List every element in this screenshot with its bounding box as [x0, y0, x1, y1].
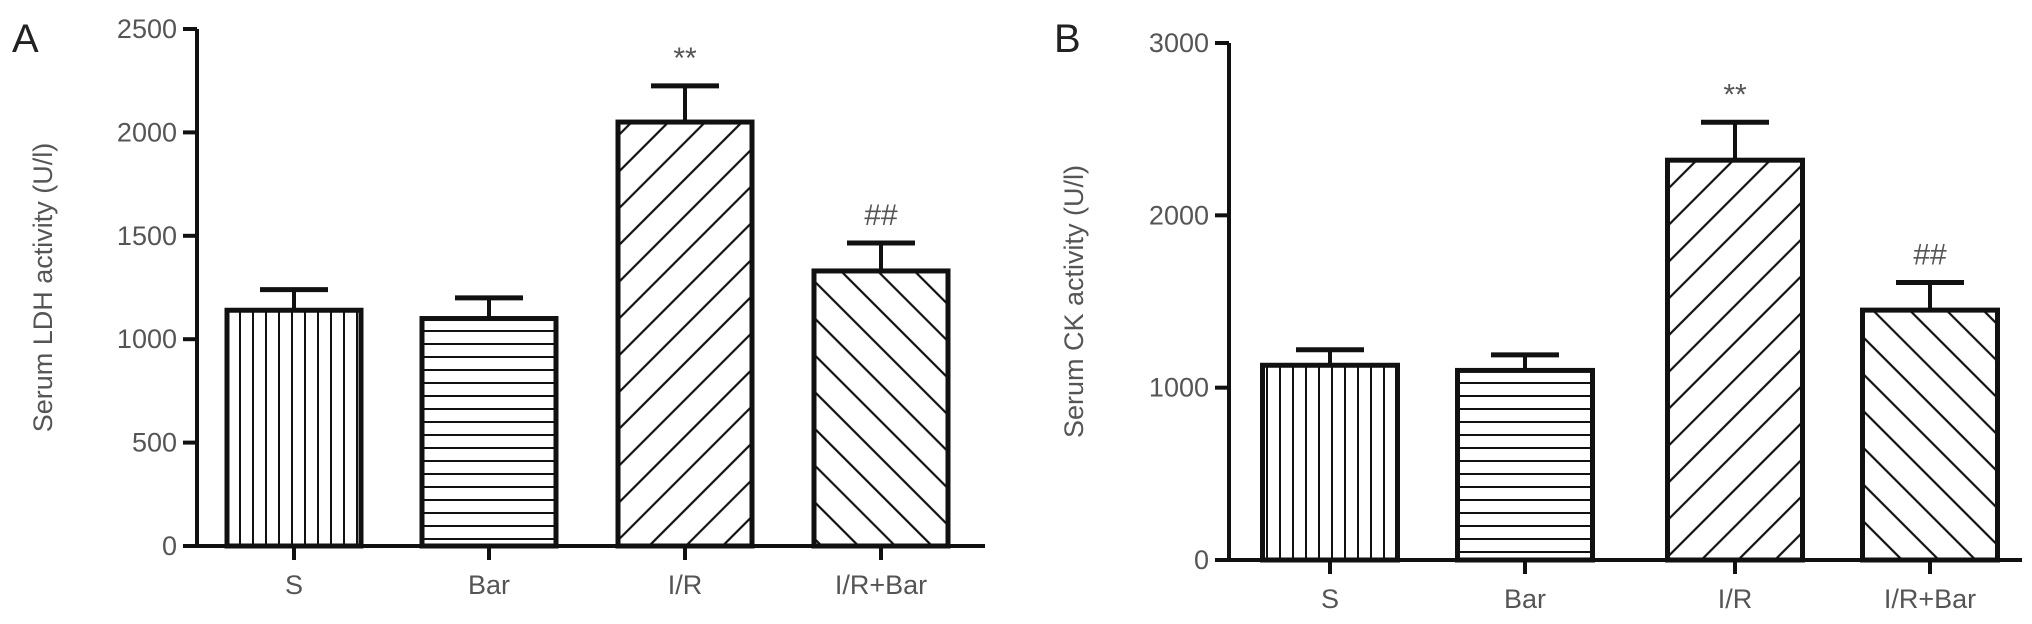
- significance-marker: ##: [1913, 239, 1947, 272]
- y-tick-label: 3000: [1149, 28, 1209, 58]
- significance-marker: **: [1723, 78, 1747, 111]
- x-tick-label: I/R: [1718, 584, 1753, 614]
- bar-s: [224, 307, 364, 549]
- y-tick-label: 2000: [117, 117, 177, 147]
- y-axis-label: Serum CK activity (U/l): [1059, 165, 1089, 438]
- x-tick-label: I/R: [668, 570, 703, 600]
- x-tick-label: S: [285, 570, 303, 600]
- significance-marker: **: [673, 42, 697, 75]
- y-tick-label: 2500: [117, 14, 177, 44]
- bar-i-r-bar: [811, 268, 951, 549]
- bar-i-r: [1665, 157, 1805, 563]
- x-tick-label: Bar: [1504, 584, 1546, 614]
- y-axis-label: Serum LDH activity (U/l): [28, 143, 58, 433]
- x-tick-label: I/R+Bar: [835, 570, 927, 600]
- panel-a-chart: 0 500 1000 1500 2000 2500 Serum LDH activity (…: [28, 14, 985, 600]
- panel-b-chart: 0 1000 2000 3000 Serum CK activity (U/l) S Bar…: [1059, 28, 2022, 614]
- x-tick-label: I/R+Bar: [1884, 584, 1976, 614]
- panel-label-a: A: [12, 17, 39, 61]
- y-tick-label: 1500: [117, 221, 177, 251]
- panel-label-b: B: [1054, 17, 1081, 61]
- significance-marker: ##: [864, 199, 898, 232]
- x-tick-label: Bar: [468, 570, 510, 600]
- y-tick-label: 2000: [1149, 200, 1209, 230]
- y-tick-label: 1000: [117, 324, 177, 354]
- y-tick-label: 500: [132, 428, 177, 458]
- y-tick-label: 0: [1194, 545, 1209, 575]
- x-tick-label: S: [1321, 584, 1339, 614]
- bar-bar: [419, 316, 559, 549]
- bar-bar: [1455, 367, 1595, 563]
- bar-i-r-bar: [1860, 307, 2000, 563]
- bar-s: [1260, 362, 1400, 563]
- y-tick-label: 1000: [1149, 373, 1209, 403]
- y-tick-label: 0: [162, 531, 177, 561]
- bar-i-r: [615, 119, 755, 549]
